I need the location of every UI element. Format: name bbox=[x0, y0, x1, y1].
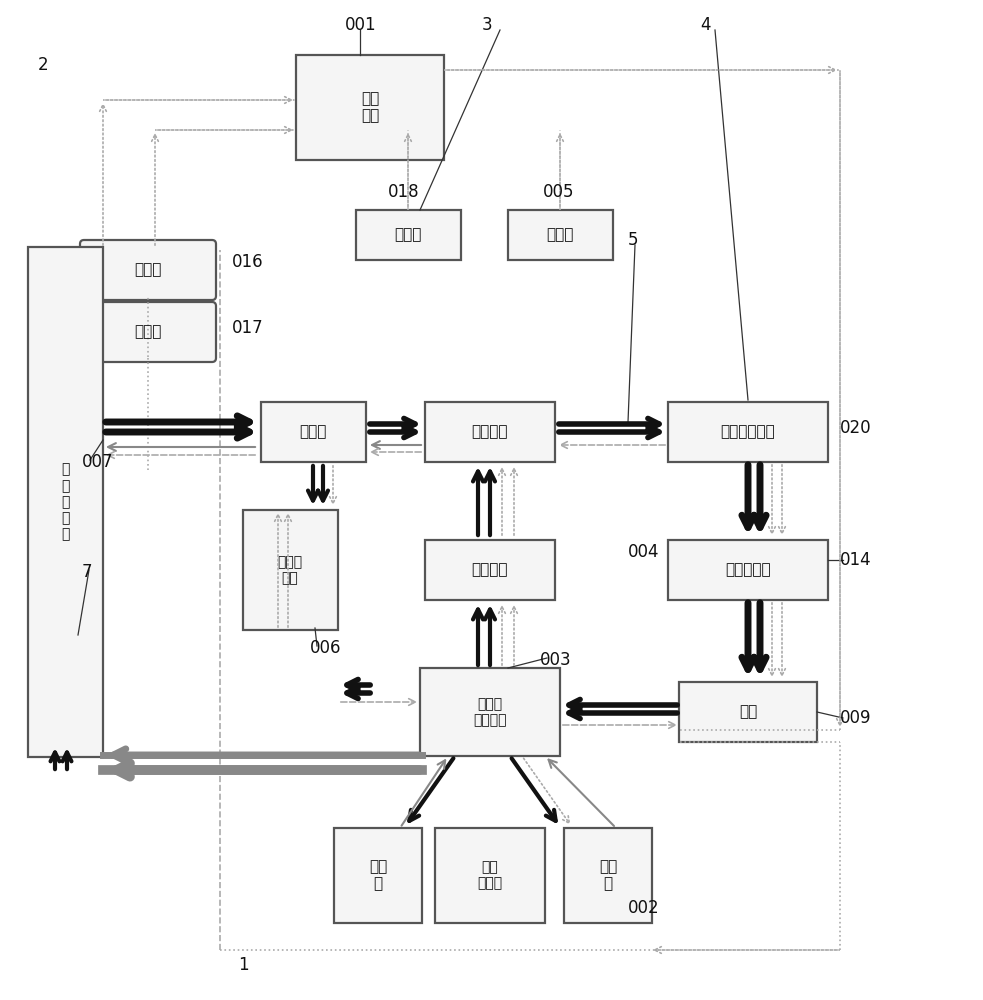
Bar bbox=[668, 540, 828, 600]
Bar bbox=[420, 668, 560, 756]
Bar bbox=[296, 54, 444, 159]
Text: 电控辅助水泵: 电控辅助水泵 bbox=[721, 424, 776, 440]
Text: 开关式
机械水泵: 开关式 机械水泵 bbox=[473, 697, 507, 727]
Bar bbox=[356, 210, 460, 260]
Text: 涡轮增压器: 涡轮增压器 bbox=[725, 562, 771, 578]
Bar bbox=[334, 828, 422, 922]
Bar bbox=[679, 682, 817, 742]
Bar bbox=[435, 828, 545, 922]
Text: 电子
节温器: 电子 节温器 bbox=[478, 860, 502, 890]
FancyBboxPatch shape bbox=[80, 302, 216, 362]
FancyBboxPatch shape bbox=[80, 240, 216, 300]
Text: 016: 016 bbox=[232, 253, 263, 271]
Text: 002: 002 bbox=[628, 899, 660, 917]
Text: 主阀
门: 主阀 门 bbox=[369, 859, 387, 891]
Text: 5: 5 bbox=[628, 231, 639, 249]
Text: 节流阀: 节流阀 bbox=[135, 324, 161, 340]
Bar bbox=[260, 402, 366, 462]
Text: 3: 3 bbox=[482, 16, 492, 34]
Text: 7: 7 bbox=[82, 563, 92, 581]
Bar bbox=[28, 247, 102, 757]
Bar bbox=[668, 402, 828, 462]
Text: 003: 003 bbox=[540, 651, 572, 669]
Text: 暖风: 暖风 bbox=[739, 704, 757, 720]
Text: 副阀
门: 副阀 门 bbox=[599, 859, 617, 891]
Text: 出水口: 出水口 bbox=[299, 424, 326, 440]
Bar bbox=[564, 828, 652, 922]
Text: 高
温
散
热
器: 高 温 散 热 器 bbox=[61, 463, 69, 541]
Text: 2: 2 bbox=[38, 56, 48, 74]
Text: 006: 006 bbox=[310, 639, 341, 657]
Text: 节流阀: 节流阀 bbox=[394, 228, 422, 242]
Text: 020: 020 bbox=[840, 419, 872, 437]
Text: 017: 017 bbox=[232, 319, 263, 337]
Text: 018: 018 bbox=[388, 183, 420, 201]
Text: 缸体水套: 缸体水套 bbox=[472, 562, 508, 578]
Text: 001: 001 bbox=[345, 16, 376, 34]
Bar bbox=[425, 402, 555, 462]
Text: 009: 009 bbox=[840, 709, 872, 727]
Text: 4: 4 bbox=[700, 16, 711, 34]
Bar bbox=[243, 510, 337, 630]
Text: 004: 004 bbox=[628, 543, 660, 561]
Text: 机油冷
却器: 机油冷 却器 bbox=[277, 555, 303, 585]
Text: 膨胀
水箱: 膨胀 水箱 bbox=[361, 91, 379, 123]
Bar bbox=[425, 540, 555, 600]
Text: 单向阀: 单向阀 bbox=[135, 262, 161, 277]
Text: 014: 014 bbox=[840, 551, 872, 569]
Bar bbox=[507, 210, 612, 260]
Text: 节流阀: 节流阀 bbox=[547, 228, 574, 242]
Text: 缸盖水套: 缸盖水套 bbox=[472, 424, 508, 440]
Text: 005: 005 bbox=[543, 183, 574, 201]
Text: 1: 1 bbox=[238, 956, 249, 974]
Text: 007: 007 bbox=[82, 453, 113, 471]
